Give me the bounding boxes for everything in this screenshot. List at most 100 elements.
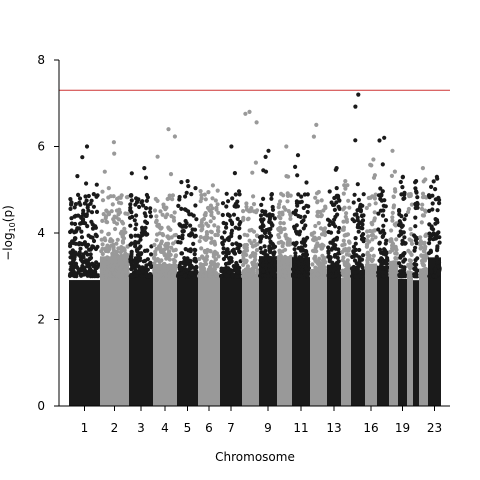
y-tick-label: 0 [37, 399, 45, 413]
chromosome-11-peak-point [295, 153, 301, 158]
snp-point [322, 232, 327, 238]
snp-point [148, 209, 153, 215]
snp-point [157, 244, 162, 249]
snp-point [122, 258, 128, 263]
snp-point [179, 251, 185, 256]
snp-point [258, 239, 263, 244]
snp-point [112, 271, 117, 276]
snp-point [258, 217, 264, 222]
chromosome-3-peak-point [142, 166, 147, 171]
snp-point [258, 262, 263, 267]
snp-point [288, 212, 293, 217]
snp-point [408, 262, 414, 267]
x-tick-label: 16 [363, 421, 378, 435]
snp-point [91, 192, 96, 197]
snp-point [69, 241, 74, 246]
snp-point [392, 169, 397, 174]
snp-point [80, 155, 85, 160]
snp-point [75, 226, 80, 231]
chromosome-19-peak-point [400, 174, 405, 179]
snp-point [186, 209, 191, 214]
y-ticks: 0 2 4 6 8 [37, 53, 59, 413]
snp-point [220, 242, 225, 247]
snp-point [418, 246, 423, 251]
snp-point [418, 239, 423, 244]
snp-point [337, 225, 342, 231]
snp-point [99, 229, 104, 234]
snp-point [100, 242, 105, 247]
snp-point [365, 255, 370, 260]
snp-point [373, 264, 378, 269]
snp-point [84, 244, 89, 249]
snp-point [199, 193, 204, 198]
snp-point [167, 257, 172, 262]
snp-point [161, 268, 166, 273]
snp-point [123, 230, 128, 235]
snp-point [380, 234, 385, 239]
snp-point [100, 218, 105, 223]
snp-point [235, 216, 240, 221]
snp-point [402, 265, 407, 270]
snp-point [435, 248, 440, 253]
snp-point [295, 260, 301, 265]
snp-point [210, 206, 215, 211]
chromosome-13-dense-band [327, 264, 341, 406]
snp-point [73, 213, 78, 218]
snp-point [322, 270, 327, 275]
snp-point [315, 209, 321, 214]
snp-point [291, 267, 296, 272]
snp-point [277, 235, 282, 240]
snp-point [197, 272, 203, 277]
chromosome-8-points [240, 109, 260, 406]
snp-point [368, 162, 373, 167]
snp-point [389, 173, 394, 178]
snp-point [144, 206, 149, 211]
snp-point [79, 229, 84, 234]
chromosome-7-dense-band [220, 275, 242, 406]
chromosome-7-points [219, 144, 243, 406]
snp-point [326, 250, 331, 256]
chromosome-2-points [99, 140, 131, 406]
snp-point [172, 134, 177, 139]
snp-point [342, 183, 347, 188]
snp-point [310, 262, 315, 267]
snp-point [115, 237, 120, 242]
snp-point [433, 221, 438, 226]
snp-point [397, 273, 402, 279]
snp-point [321, 243, 326, 248]
snp-point [152, 208, 158, 213]
snp-point [234, 260, 239, 266]
snp-point [251, 194, 256, 199]
chromosome-6-points [197, 183, 221, 406]
chromosome-4-points [151, 127, 179, 406]
snp-point [145, 248, 150, 253]
snp-point [352, 212, 357, 217]
snp-point [313, 223, 318, 229]
snp-point [135, 249, 140, 254]
chromosome-18-peak-point [390, 148, 395, 153]
snp-point [344, 211, 349, 216]
snp-point [380, 270, 386, 275]
snp-point [85, 252, 90, 257]
snp-point [205, 247, 210, 253]
chromosome-16-peak-point [371, 157, 376, 162]
snp-point [384, 272, 390, 277]
snp-point [128, 233, 133, 238]
snp-point [198, 235, 203, 240]
snp-point [214, 205, 219, 210]
snp-point [224, 204, 229, 209]
snp-point [353, 138, 358, 143]
chromosome-12-dense-band [310, 269, 327, 406]
snp-point [367, 202, 372, 207]
snp-point [347, 240, 352, 245]
snp-point [252, 258, 257, 263]
snp-point [91, 238, 97, 244]
snp-point [226, 266, 231, 271]
snp-point [316, 221, 321, 226]
y-axis-label-suffix: (p) [1, 205, 15, 222]
snp-point [245, 217, 250, 222]
snp-point [388, 239, 393, 244]
x-ticks: 1 2 3 4 5 6 7 9 11 13 16 19 23 [81, 406, 442, 435]
snp-point [342, 242, 347, 247]
snp-point [224, 225, 229, 230]
